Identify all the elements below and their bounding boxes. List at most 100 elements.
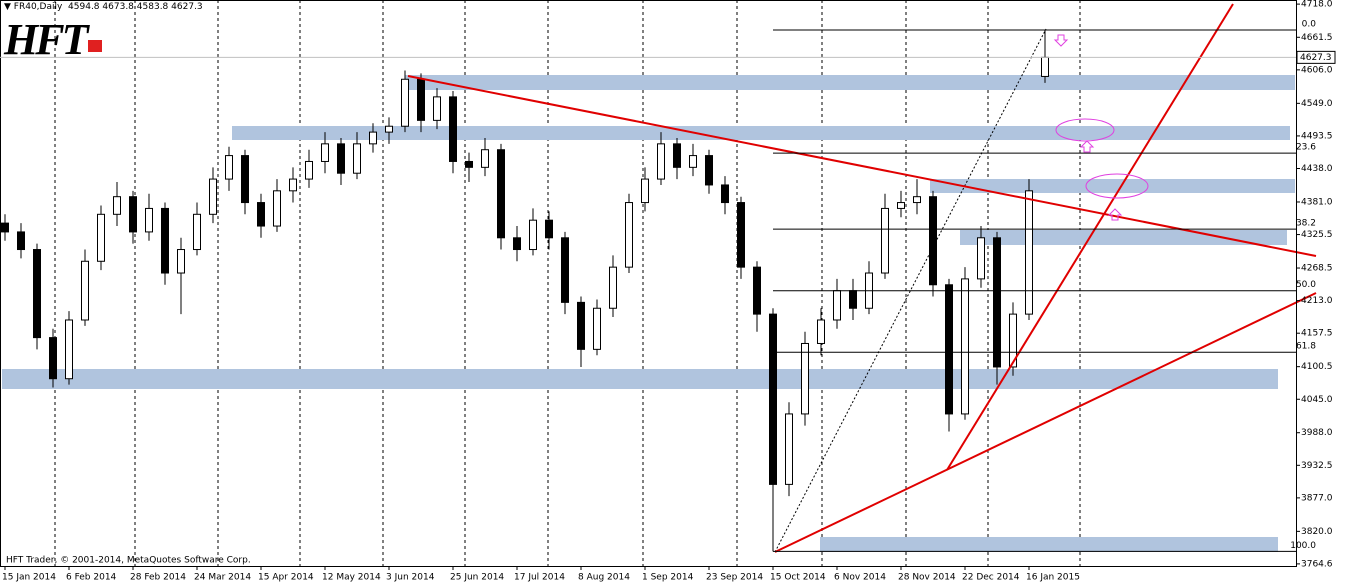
y-tick-label: 4549.0 <box>1301 99 1333 109</box>
candle-body <box>545 219 553 239</box>
x-tick-label: 28 Feb 2014 <box>130 573 186 583</box>
candle-body <box>289 178 297 192</box>
candle-body <box>737 202 745 268</box>
candle-body <box>305 160 313 180</box>
x-tick-label: 23 Sep 2014 <box>706 573 763 583</box>
y-tick-label: 4718.0 <box>1301 0 1333 10</box>
x-tick-label: 28 Nov 2014 <box>898 573 956 583</box>
candle-body <box>961 278 969 415</box>
candle-body <box>193 213 201 251</box>
candle-body <box>929 196 937 286</box>
candle-body <box>657 143 665 180</box>
candle-body <box>17 231 25 251</box>
low: 4583.8 <box>136 2 169 12</box>
x-tick-label: 6 Nov 2014 <box>834 573 886 583</box>
candle-body <box>273 190 281 227</box>
candle-body <box>1041 56 1049 77</box>
candle-body <box>33 249 41 339</box>
candle-body <box>593 307 601 350</box>
candle-body <box>225 155 233 180</box>
x-tick-label: 6 Feb 2014 <box>66 573 117 583</box>
trendlines <box>407 3 1317 553</box>
candle-body <box>177 249 185 274</box>
y-tick-label: 4157.5 <box>1301 329 1333 339</box>
candle-body <box>977 237 985 280</box>
candle-body <box>241 155 249 204</box>
y-tick-label: 4213.0 <box>1301 296 1333 306</box>
fib-label: 50.0 <box>1296 280 1316 290</box>
y-tick-label: 4606.0 <box>1301 65 1333 75</box>
candle-body <box>209 178 217 215</box>
candle-body <box>881 207 889 274</box>
plot <box>1 30 1049 552</box>
y-tick-label: 4661.5 <box>1301 33 1333 43</box>
candle-body <box>1025 190 1033 315</box>
x-tick-label: 25 Jun 2014 <box>450 573 504 583</box>
x-tick-label: 8 Aug 2014 <box>578 573 630 583</box>
candle-body <box>481 149 489 168</box>
fib-label: 38.2 <box>1296 219 1316 229</box>
candle-body <box>145 207 153 233</box>
x-tick-label: 24 Mar 2014 <box>194 573 251 583</box>
x-tick-label: 3 Jun 2014 <box>386 573 435 583</box>
candle-body <box>497 149 505 239</box>
y-tick-label: 3932.5 <box>1301 461 1333 471</box>
candle-body <box>65 319 73 380</box>
symbol: FR40,Daily <box>13 2 63 12</box>
candle-body <box>897 202 905 209</box>
x-tick-label: 15 Apr 2014 <box>258 573 314 583</box>
candle-body <box>513 237 521 251</box>
candle-body <box>689 155 697 168</box>
candle-body <box>609 266 617 309</box>
candle-body <box>129 196 137 233</box>
y-tick-label: 4325.5 <box>1301 230 1333 240</box>
candle-body <box>945 284 953 415</box>
y-tick-label: 4381.0 <box>1301 197 1333 207</box>
candle-body <box>49 337 57 380</box>
candle-body <box>97 213 105 262</box>
fib-label: 0.0 <box>1302 20 1317 30</box>
candle-body <box>769 313 777 485</box>
x-tick-label: 1 Sep 2014 <box>642 573 694 583</box>
open: 4594.8 <box>68 2 100 12</box>
y-tick-label: 4268.5 <box>1301 264 1333 274</box>
candle-body <box>353 143 361 174</box>
candle-body <box>753 266 761 315</box>
candle-body <box>465 160 473 168</box>
header: ▼ FR40,Daily 4594.8 4673.8 4583.8 4627.3 <box>4 2 203 12</box>
candle-body <box>369 131 377 145</box>
y-tick-label: 4100.5 <box>1301 362 1333 372</box>
plot-frame <box>0 0 1297 567</box>
candle-body <box>561 237 569 303</box>
price-box <box>1296 50 1336 64</box>
candle-body <box>577 301 585 350</box>
x-tick-label: 15 Oct 2014 <box>770 573 826 583</box>
zones <box>2 75 1295 552</box>
fib-label: 61.8 <box>1296 342 1316 352</box>
close: 4627.3 <box>171 2 203 12</box>
footer: HFT Trader, © 2001-2014, MetaQuotes Soft… <box>6 556 251 566</box>
candle-body <box>529 219 537 251</box>
candle-body <box>1009 313 1017 368</box>
candle-body <box>449 96 457 162</box>
x-tick-label: 15 Jan 2014 <box>2 573 56 583</box>
candle-body <box>433 96 441 121</box>
candle-body <box>625 202 633 268</box>
candle-body <box>1 222 9 233</box>
logo: HFT <box>3 15 91 64</box>
candle-body <box>417 78 425 121</box>
candle-body <box>817 319 825 344</box>
candle-body <box>257 202 265 227</box>
y-tick-label: 3820.0 <box>1301 527 1333 537</box>
y-tick-label: 3988.0 <box>1301 428 1333 438</box>
candle-body <box>913 196 921 204</box>
annotations <box>1053 34 1149 221</box>
fib-label: 23.6 <box>1296 143 1316 153</box>
y-tick-label: 4045.0 <box>1301 395 1333 405</box>
candle-body <box>385 125 393 133</box>
separators <box>54 0 1081 566</box>
y-tick-label: 3764.6 <box>1301 559 1333 569</box>
candle-body <box>641 178 649 204</box>
